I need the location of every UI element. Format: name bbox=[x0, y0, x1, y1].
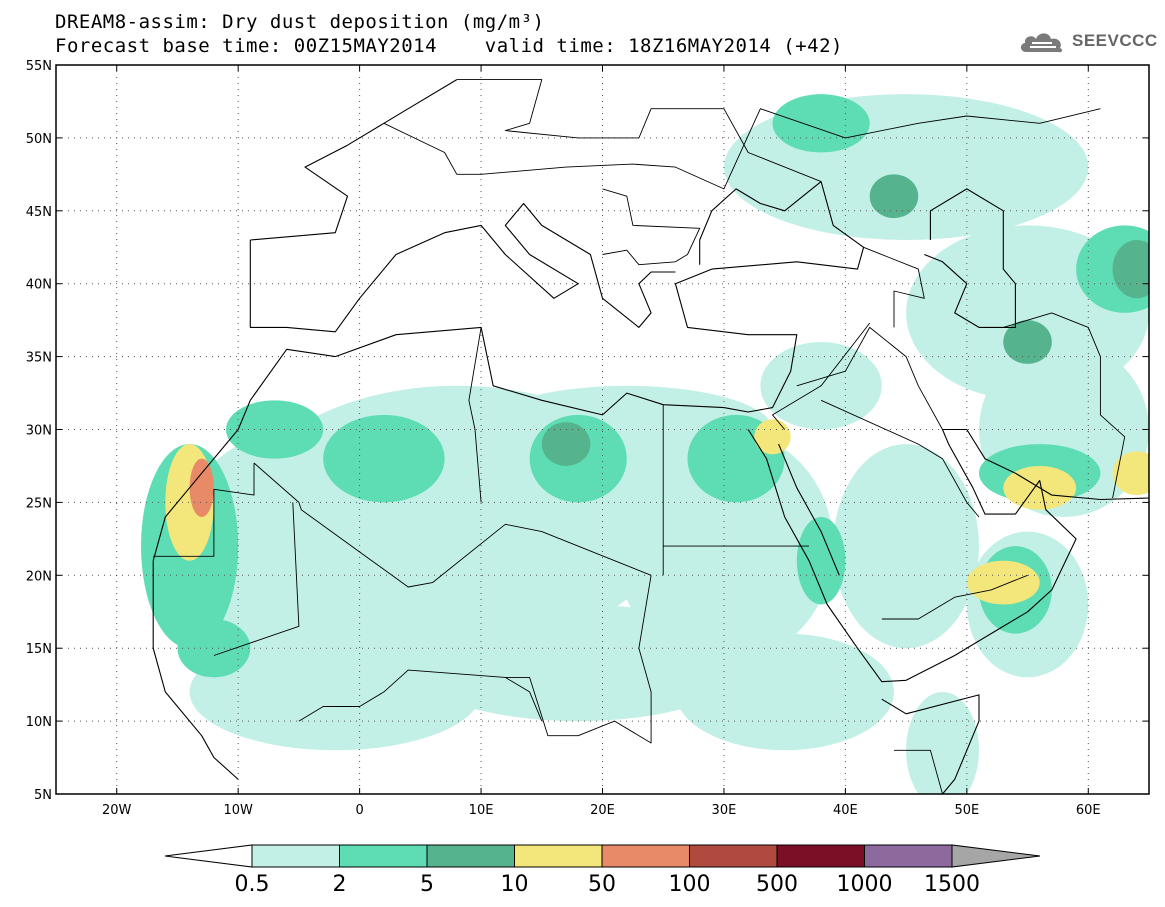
dust-region-33 bbox=[1112, 451, 1149, 496]
chart-title: DREAM8-assim: Dry dust deposition (mg/m³… bbox=[55, 11, 545, 33]
lat-label: 30N bbox=[26, 424, 52, 439]
lat-label: 50N bbox=[26, 132, 52, 147]
border-16 bbox=[505, 575, 652, 744]
colorbar-label: 1500 bbox=[924, 872, 980, 897]
cloud-icon bbox=[1020, 33, 1063, 53]
colorbar-swatch-0 bbox=[251, 844, 340, 868]
border-6 bbox=[772, 322, 871, 430]
coastline-0 bbox=[152, 181, 865, 561]
colorbar-swatch-3 bbox=[514, 844, 603, 868]
country-borders bbox=[153, 79, 1126, 794]
colorbar-swatch-5 bbox=[689, 844, 778, 868]
lat-label: 25N bbox=[26, 496, 52, 511]
coastline-2 bbox=[249, 202, 676, 333]
colorbar-label: 0.5 bbox=[235, 872, 270, 897]
lat-label: 35N bbox=[26, 351, 52, 366]
dust-region-5 bbox=[675, 633, 894, 751]
dust-region-18 bbox=[226, 400, 324, 459]
colorbar-label: 10 bbox=[501, 872, 529, 897]
lat-label: 5N bbox=[34, 788, 52, 803]
dust-region-32 bbox=[754, 419, 791, 455]
coastlines bbox=[152, 79, 1149, 794]
coastline-6 bbox=[881, 694, 980, 794]
lon-label: 10W bbox=[223, 803, 253, 818]
colorbar-label: 50 bbox=[588, 872, 616, 897]
lat-label: 55N bbox=[26, 59, 52, 74]
colorbar-swatch-6 bbox=[776, 844, 865, 868]
lon-label: 0 bbox=[355, 803, 363, 818]
lon-label: 20E bbox=[590, 803, 615, 818]
colorbar-swatch-2 bbox=[426, 844, 515, 868]
colorbar-swatch-1 bbox=[339, 844, 428, 868]
lon-label: 30E bbox=[712, 803, 737, 818]
colorbar-swatch-7 bbox=[864, 844, 953, 868]
dust-region-25 bbox=[541, 422, 591, 466]
dust-region-15 bbox=[323, 414, 445, 503]
colorbar: 0.5 2 5 10 50 100 500 1000 1500 bbox=[164, 844, 1041, 897]
colorbar-label: 5 bbox=[420, 872, 434, 897]
coastline-5 bbox=[778, 443, 840, 576]
colorbar-label: 1000 bbox=[837, 872, 893, 897]
colorbar-over-arrow bbox=[951, 844, 1041, 868]
border-13 bbox=[602, 188, 701, 266]
border-8 bbox=[820, 399, 980, 518]
latitude-axis: 55N 50N 45N 40N 35N 30N 25N 20N 15N 10N 5N bbox=[26, 59, 1149, 803]
dust-region-27 bbox=[1112, 239, 1149, 299]
coastline-7 bbox=[924, 188, 1016, 328]
longitude-axis: 20W 10W 0 10E 20E 30E 40E 50E 60E bbox=[102, 65, 1101, 818]
colorbar-swatch-4 bbox=[601, 844, 690, 868]
dust-region-19 bbox=[772, 94, 870, 153]
colorbar-under-arrow bbox=[164, 844, 253, 868]
border-10 bbox=[894, 749, 943, 794]
dust-region-31 bbox=[966, 560, 1040, 605]
dust-region-28 bbox=[1003, 320, 1052, 364]
dust-region-3 bbox=[408, 604, 749, 722]
border-17 bbox=[298, 669, 543, 722]
border-2 bbox=[213, 502, 300, 656]
border-3 bbox=[468, 327, 482, 503]
lat-label: 15N bbox=[26, 642, 52, 657]
dust-deposition-layer bbox=[141, 94, 1149, 794]
chart-subtitle: Forecast base time: 00Z15MAY2014 valid t… bbox=[55, 35, 843, 57]
dust-region-13 bbox=[906, 691, 979, 794]
colorbar-label: 2 bbox=[333, 872, 347, 897]
dust-region-34 bbox=[189, 458, 214, 517]
logo-text: SEEVCCC bbox=[1072, 31, 1158, 50]
border-1 bbox=[253, 462, 652, 588]
border-11 bbox=[383, 108, 1101, 190]
border-14 bbox=[863, 246, 925, 328]
lat-label: 40N bbox=[26, 278, 52, 293]
coastline-4 bbox=[747, 428, 1149, 683]
border-15 bbox=[1003, 312, 1126, 499]
colorbar-label: 100 bbox=[669, 872, 711, 897]
lat-label: 10N bbox=[26, 715, 52, 730]
border-12 bbox=[456, 79, 822, 183]
dust-region-23 bbox=[796, 516, 846, 605]
border-7 bbox=[796, 326, 943, 430]
logo: SEEVCCC bbox=[1018, 26, 1158, 56]
lat-label: 20N bbox=[26, 569, 52, 584]
dust-region-4 bbox=[189, 633, 482, 751]
lon-label: 60E bbox=[1076, 803, 1101, 818]
lon-label: 10E bbox=[469, 803, 494, 818]
lon-label: 20W bbox=[102, 803, 132, 818]
dust-region-26 bbox=[869, 174, 919, 219]
colorbar-label: 500 bbox=[756, 872, 798, 897]
coastline-3 bbox=[250, 79, 458, 241]
lat-label: 45N bbox=[26, 205, 52, 220]
lon-label: 50E bbox=[954, 803, 979, 818]
lon-label: 40E bbox=[833, 803, 858, 818]
dust-region-24 bbox=[177, 619, 251, 678]
border-9 bbox=[881, 574, 1028, 620]
dust-region-7 bbox=[833, 444, 979, 649]
border-0 bbox=[153, 463, 255, 557]
coastline-1 bbox=[152, 560, 239, 780]
